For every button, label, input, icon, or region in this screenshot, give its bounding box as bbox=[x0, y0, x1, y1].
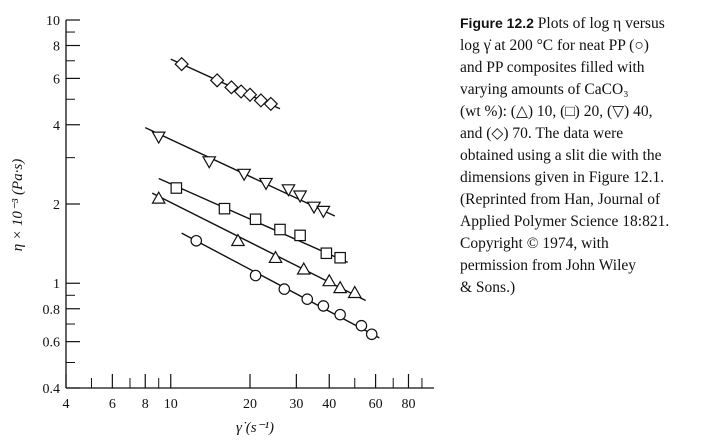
y-axis-label: η × 10⁻³ (Pa·s) bbox=[10, 159, 26, 251]
data-point-square bbox=[320, 247, 333, 260]
caption-line-7: dimensions given in Figure 12.1. bbox=[460, 169, 665, 186]
data-point-circle bbox=[190, 234, 203, 247]
figure-caption: Figure 12.2 Plots of log η versus log γ̇… bbox=[460, 12, 702, 299]
caption-line-11: permission from John Wiley bbox=[460, 257, 637, 274]
x-tick-label: 80 bbox=[401, 397, 415, 412]
caption-line-0: Figure 12.2 Plots of log η versus bbox=[460, 15, 665, 32]
caption-line-4: (wt %): (△) 10, (□) 20, (▽) 40, bbox=[460, 103, 653, 120]
data-point-square bbox=[274, 223, 286, 236]
data-point-triangle bbox=[230, 233, 246, 247]
data-point-triangle-down bbox=[151, 131, 166, 145]
data-point-circle bbox=[355, 319, 368, 332]
x-tick-label: 6 bbox=[109, 397, 116, 412]
caption-line-9: Applied Polymer Science 18:821. bbox=[460, 213, 670, 230]
data-point-triangle bbox=[332, 280, 348, 294]
data-point-square bbox=[170, 182, 183, 194]
data-point-triangle-down bbox=[236, 168, 252, 182]
x-tick-label: 30 bbox=[289, 397, 303, 412]
y-tick-label: 2 bbox=[53, 198, 60, 213]
data-point-diamond bbox=[233, 84, 249, 99]
x-tick-label: 40 bbox=[322, 397, 336, 412]
data-point-triangle-down bbox=[292, 190, 308, 204]
x-tick-label: 4 bbox=[63, 397, 70, 412]
data-point-triangle-down bbox=[306, 201, 322, 215]
x-tick-label: 60 bbox=[369, 397, 383, 412]
data-point-triangle bbox=[322, 273, 337, 287]
caption-line-6: obtained using a slit die with the bbox=[460, 147, 662, 164]
caption-line-12: & Sons.) bbox=[460, 279, 516, 296]
caption-line-2: and PP composites filled with bbox=[460, 59, 645, 76]
y-tick-label: 0.8 bbox=[43, 303, 61, 318]
data-point-square bbox=[218, 202, 231, 215]
x-tick-label: 8 bbox=[142, 397, 149, 412]
data-point-triangle-down bbox=[258, 177, 274, 191]
data-point-circle bbox=[334, 308, 346, 321]
data-point-circle bbox=[301, 293, 314, 305]
y-tick-label: 8 bbox=[53, 40, 60, 55]
data-point-diamond bbox=[263, 96, 279, 112]
data-point-circle bbox=[365, 328, 378, 341]
data-point-triangle bbox=[268, 250, 283, 264]
caption-line-10: Copyright © 1974, with bbox=[460, 235, 609, 252]
chart: 0.4 0.6 0.8 1 2 4 6 8 10 4 6 8 10 20 30 40 60 80 η × 10⁻³… bbox=[10, 14, 434, 436]
y-tick-label: 6 bbox=[53, 72, 60, 87]
x-tick-label: 10 bbox=[164, 397, 178, 412]
data-point-diamond bbox=[209, 73, 225, 88]
x-tick-label: 20 bbox=[243, 397, 257, 412]
data-point-triangle-down bbox=[201, 156, 217, 169]
y-tick-label: 1 bbox=[53, 277, 60, 292]
data-point-triangle bbox=[347, 285, 362, 299]
data-point-diamond bbox=[224, 80, 239, 95]
figure-label: Figure 12.2 bbox=[460, 15, 534, 31]
data-point-circle bbox=[249, 269, 262, 282]
data-point-triangle-down bbox=[281, 184, 296, 197]
data-point-triangle bbox=[151, 191, 166, 204]
data-point-diamond bbox=[174, 56, 189, 72]
caption-line-1: log γ̇ at 200 °C for neat PP (○) bbox=[460, 37, 649, 54]
y-tick-label: 4 bbox=[53, 119, 60, 134]
y-tick-label: 0.4 bbox=[43, 382, 61, 397]
caption-line-8: (Reprinted from Han, Journal of bbox=[460, 191, 661, 208]
caption-line-5: and (◇) 70. The data were bbox=[460, 125, 624, 142]
data-point-triangle-down bbox=[316, 205, 331, 219]
data-point-square bbox=[294, 229, 306, 242]
data-point-triangle bbox=[296, 261, 311, 275]
y-tick-label: 0.6 bbox=[43, 336, 61, 351]
y-tick-label: 10 bbox=[46, 14, 60, 29]
data-point-circle bbox=[317, 300, 330, 312]
caption-line-3: varying amounts of CaCO₃ bbox=[460, 81, 629, 98]
data-point-diamond bbox=[242, 87, 258, 103]
x-axis-label: γ̇ (s⁻¹) bbox=[236, 420, 274, 436]
data-point-square bbox=[334, 251, 346, 264]
data-point-square bbox=[249, 213, 262, 226]
data-point-circle bbox=[278, 283, 291, 295]
